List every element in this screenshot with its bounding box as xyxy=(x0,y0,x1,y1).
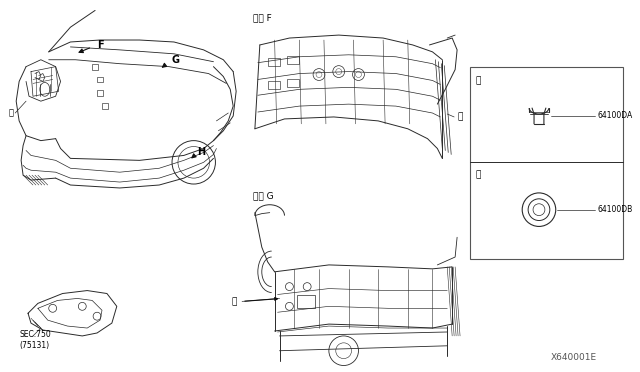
Bar xyxy=(92,64,98,70)
Text: Ⓑ: Ⓑ xyxy=(476,170,481,179)
Text: 矢視 F: 矢視 F xyxy=(253,13,271,22)
Bar xyxy=(470,67,623,259)
Text: Ⓐ: Ⓐ xyxy=(476,77,481,86)
Text: Ⓐ: Ⓐ xyxy=(232,297,237,306)
Bar xyxy=(287,56,300,64)
Text: X640001E: X640001E xyxy=(550,353,596,362)
Bar xyxy=(268,81,280,89)
Bar xyxy=(102,103,108,109)
Text: 64100DB: 64100DB xyxy=(597,205,632,214)
Bar xyxy=(97,90,103,96)
Text: 矢視 G: 矢視 G xyxy=(253,191,273,200)
Bar xyxy=(298,295,315,308)
Text: Ⓑ: Ⓑ xyxy=(9,109,13,118)
Text: F: F xyxy=(97,40,104,50)
Bar xyxy=(97,77,103,83)
Text: H: H xyxy=(196,147,205,157)
Bar xyxy=(268,58,280,66)
Text: SEC.750
(75131): SEC.750 (75131) xyxy=(19,330,51,350)
Bar xyxy=(287,80,300,87)
Text: G: G xyxy=(171,55,179,65)
Text: Ⓐ: Ⓐ xyxy=(457,112,463,121)
Text: 64100DA: 64100DA xyxy=(597,112,632,121)
